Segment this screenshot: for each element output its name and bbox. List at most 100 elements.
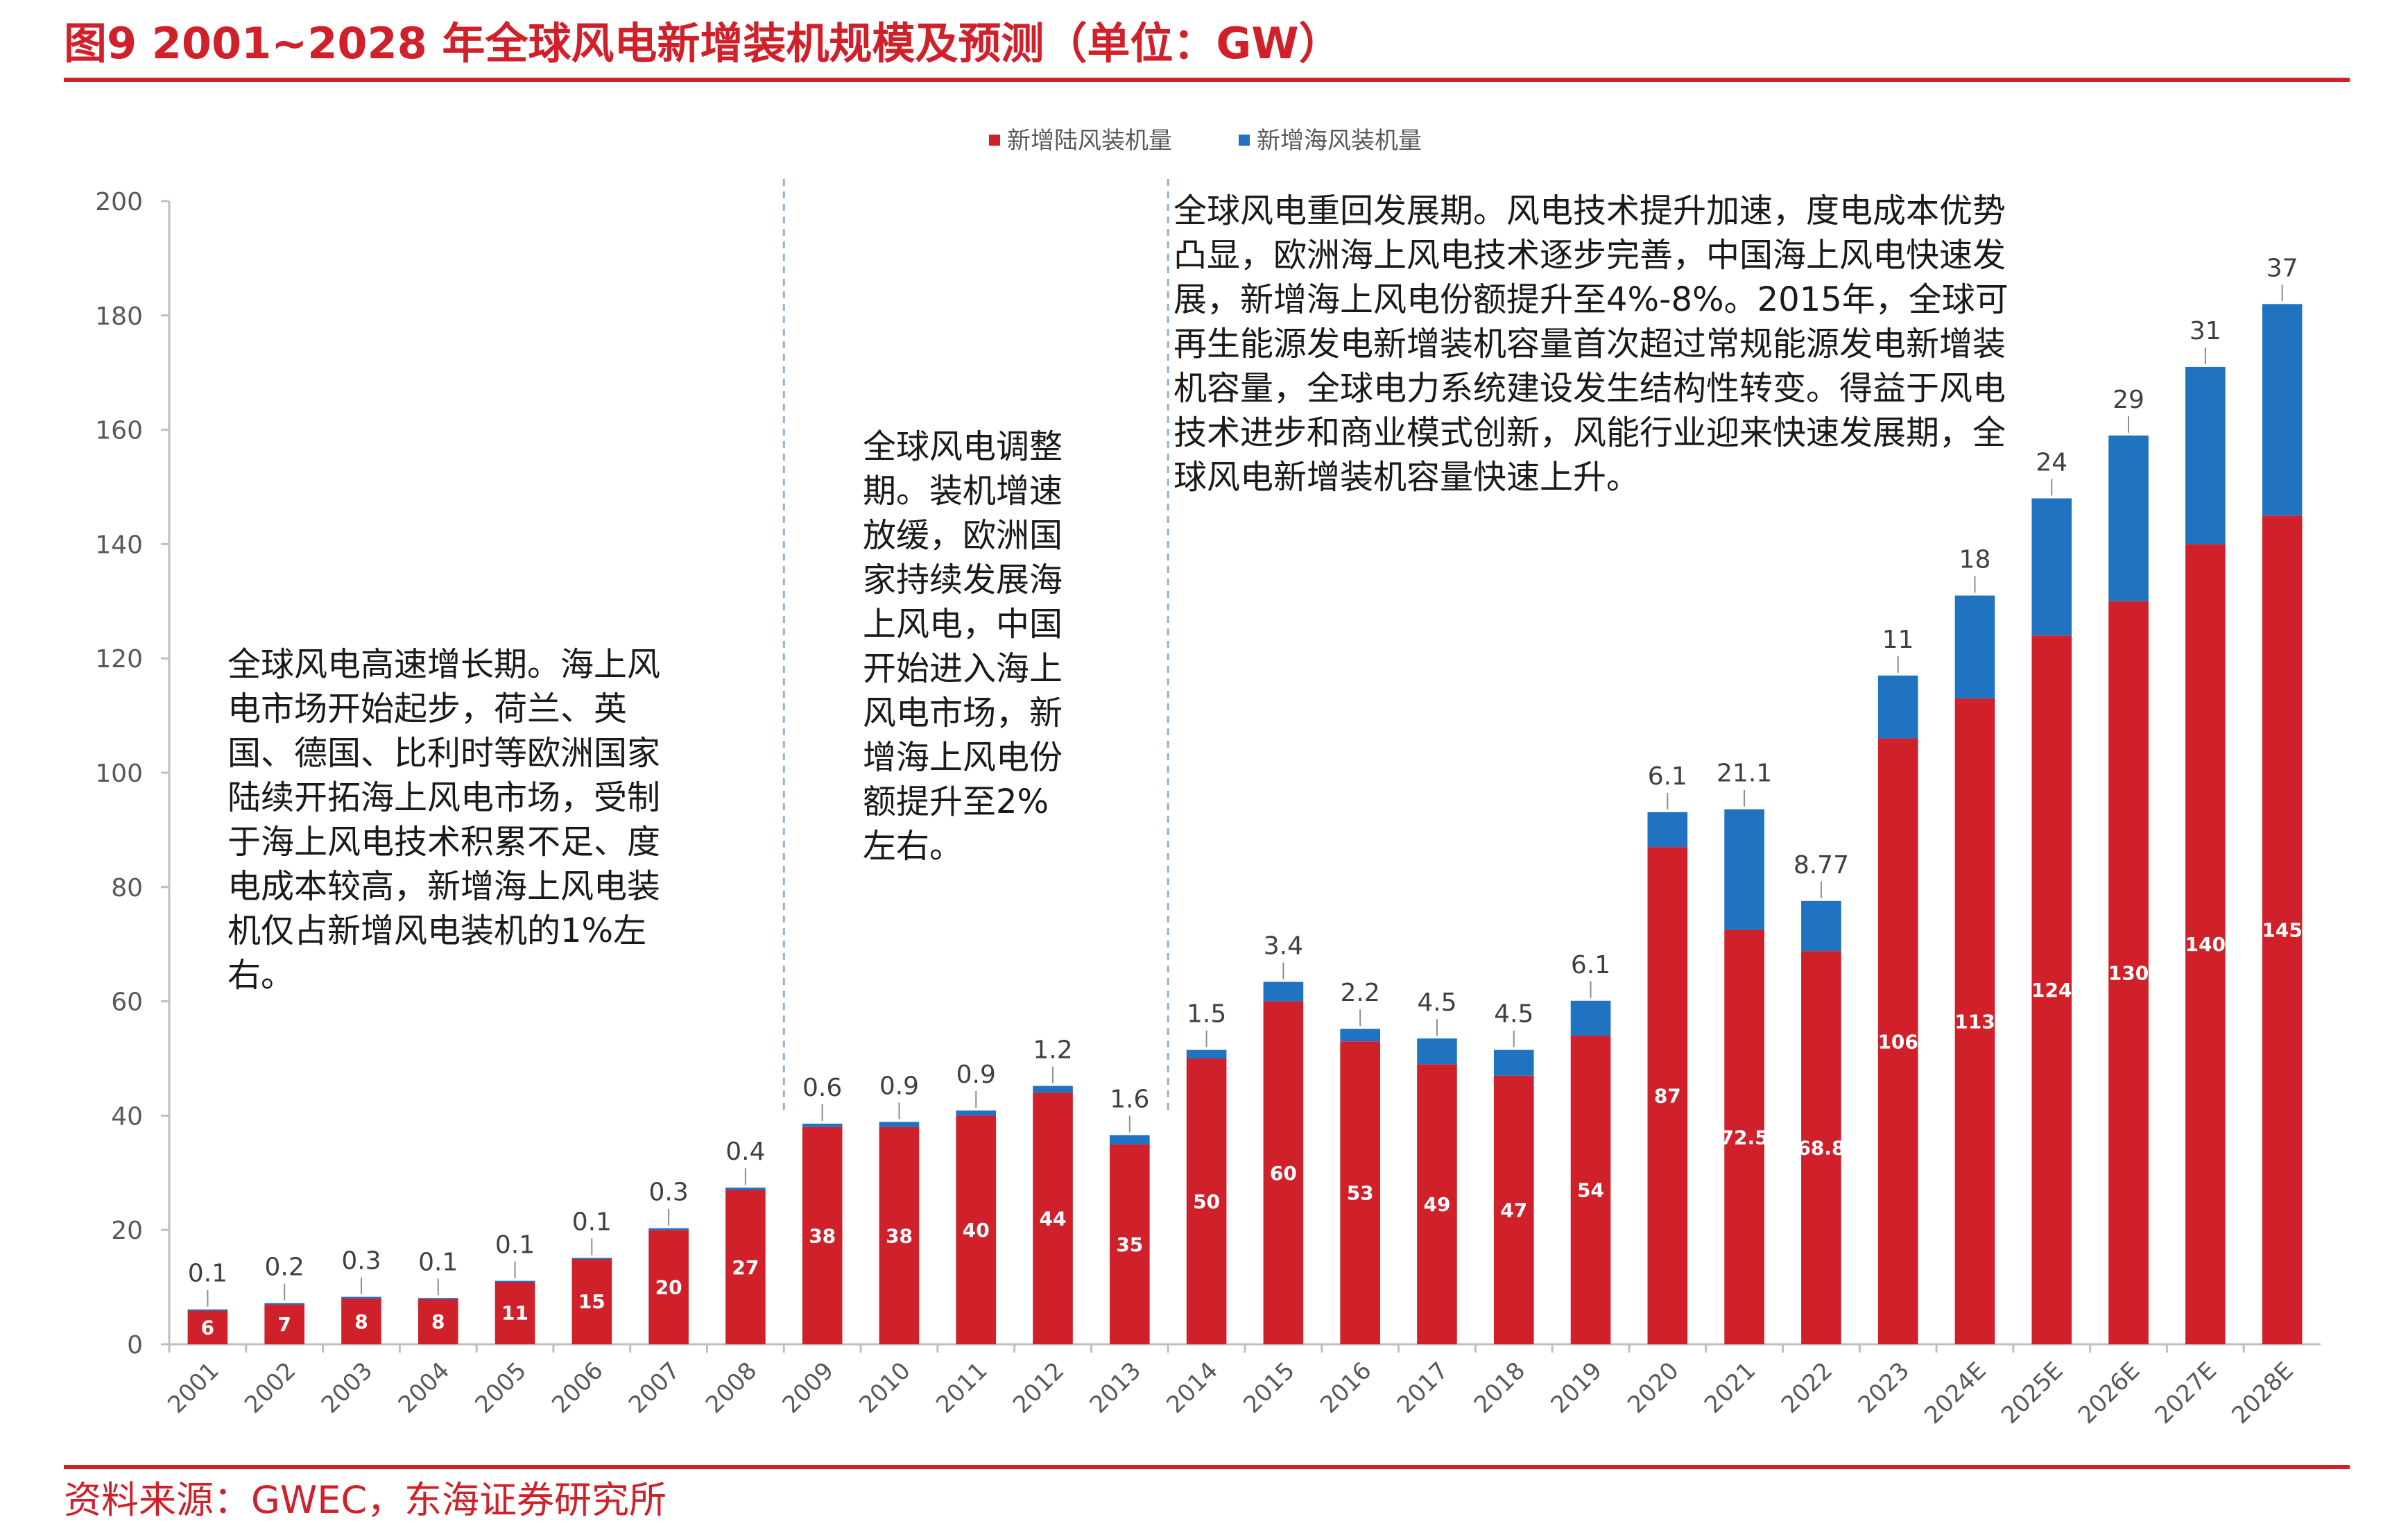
bar-offshore bbox=[1110, 1135, 1150, 1144]
data-label-offshore: 21.1 bbox=[1717, 760, 1772, 788]
data-label-onshore: 130 bbox=[2108, 961, 2149, 984]
bar-onshore bbox=[648, 1230, 689, 1344]
x-tick-label: 2017 bbox=[1392, 1357, 1454, 1418]
x-tick-label: 2022 bbox=[1776, 1357, 1838, 1418]
data-label-onshore: 54 bbox=[1577, 1179, 1604, 1202]
data-label-onshore: 38 bbox=[886, 1224, 913, 1247]
x-tick-label: 2021 bbox=[1699, 1357, 1761, 1418]
data-label-offshore: 0.4 bbox=[725, 1138, 765, 1166]
bar-offshore bbox=[2108, 435, 2149, 601]
data-label-offshore: 31 bbox=[2190, 317, 2221, 345]
bar-onshore bbox=[1186, 1058, 1227, 1344]
y-tick-label: 40 bbox=[111, 1102, 143, 1131]
bars bbox=[187, 304, 2303, 1345]
bar-onshore bbox=[956, 1115, 997, 1344]
x-tick-label: 2016 bbox=[1315, 1357, 1377, 1418]
bar-onshore bbox=[187, 1310, 228, 1344]
data-label-offshore: 37 bbox=[2267, 254, 2298, 282]
data-label-offshore: 0.9 bbox=[956, 1061, 996, 1089]
data-label-onshore: 7 bbox=[277, 1313, 291, 1336]
data-label-onshore: 53 bbox=[1347, 1182, 1374, 1205]
data-label-offshore: 1.2 bbox=[1033, 1036, 1072, 1065]
y-tick-label: 100 bbox=[95, 760, 143, 788]
bar-offshore bbox=[879, 1122, 920, 1127]
annotation-high-growth: 全球风电高速增长期。海上风电市场开始起步，荷兰、英国、德国、比利时等欧洲国家陆续… bbox=[227, 645, 661, 995]
data-label-onshore: 27 bbox=[732, 1256, 759, 1279]
data-label-onshore: 145 bbox=[2262, 919, 2302, 942]
data-label-onshore: 8 bbox=[431, 1310, 445, 1333]
data-label-onshore: 72.5 bbox=[1721, 1126, 1769, 1149]
data-label-onshore: 60 bbox=[1270, 1162, 1297, 1185]
data-label-offshore: 0.1 bbox=[418, 1248, 458, 1276]
bar-offshore bbox=[1724, 809, 1764, 930]
data-label-onshore: 140 bbox=[2185, 933, 2226, 956]
x-tick-label: 2025E bbox=[1996, 1357, 2069, 1430]
bar-offshore bbox=[341, 1296, 381, 1299]
data-label-offshore: 24 bbox=[2036, 448, 2067, 477]
y-axis: 0 20 40 60 80 100 120 140 160 180 200 bbox=[95, 188, 171, 1360]
data-label-offshore: 6.1 bbox=[1571, 951, 1610, 979]
bar-offshore bbox=[725, 1188, 766, 1190]
chart-legend: 新增陆风装机量 新增海风装机量 bbox=[989, 127, 1422, 155]
data-label-offshore: 0.6 bbox=[802, 1074, 842, 1102]
bar-offshore bbox=[648, 1228, 689, 1231]
bar-onshore bbox=[725, 1190, 766, 1344]
bar-onshore bbox=[1417, 1064, 1457, 1344]
bar-onshore bbox=[1877, 738, 1918, 1344]
legend-label-offshore: 新增海风装机量 bbox=[1257, 127, 1422, 155]
x-tick-label: 2010 bbox=[854, 1357, 915, 1418]
bar-onshore bbox=[1954, 698, 1995, 1344]
bar-onshore bbox=[418, 1298, 458, 1344]
x-tick-label: 2015 bbox=[1238, 1357, 1300, 1418]
figure-title: 图9 2001~2028 年全球风电新增装机规模及预测（单位：GW） bbox=[64, 18, 1342, 69]
legend-swatch-offshore bbox=[1239, 135, 1250, 146]
data-label-offshore: 4.5 bbox=[1417, 988, 1456, 1017]
bar-offshore bbox=[1340, 1029, 1380, 1042]
x-tick-label: 2004 bbox=[393, 1357, 455, 1418]
x-tick-label: 2027E bbox=[2150, 1357, 2223, 1430]
legend-label-onshore: 新增陆风装机量 bbox=[1007, 127, 1172, 155]
bar-onshore bbox=[1110, 1144, 1150, 1344]
x-tick-label: 2028E bbox=[2226, 1357, 2299, 1430]
data-label-onshore: 124 bbox=[2031, 979, 2072, 1002]
data-label-onshore: 40 bbox=[963, 1219, 990, 1242]
bar-onshore bbox=[1493, 1075, 1534, 1344]
data-label-onshore: 11 bbox=[501, 1302, 528, 1325]
data-label-onshore: 38 bbox=[809, 1224, 836, 1247]
data-label-offshore: 1.5 bbox=[1187, 1000, 1226, 1029]
data-label-onshore: 50 bbox=[1193, 1190, 1220, 1213]
bar-offshore bbox=[2031, 498, 2072, 636]
legend-swatch-onshore bbox=[989, 135, 1000, 146]
bar-onshore bbox=[264, 1304, 304, 1344]
x-tick-label: 2006 bbox=[547, 1357, 608, 1418]
data-label-offshore: 0.9 bbox=[879, 1072, 919, 1100]
figure-source: 资料来源：GWEC，东海证券研究所 bbox=[64, 1478, 667, 1522]
x-tick-label: 2002 bbox=[239, 1357, 301, 1418]
bar-offshore bbox=[1877, 675, 1918, 739]
title-rule bbox=[64, 78, 2350, 82]
y-tick-label: 0 bbox=[127, 1331, 143, 1360]
bar-offshore bbox=[1186, 1049, 1227, 1058]
bar-onshore bbox=[1647, 847, 1688, 1344]
bar-offshore bbox=[418, 1298, 458, 1300]
data-label-offshore: 4.5 bbox=[1494, 1000, 1533, 1029]
data-label-offshore: 8.77 bbox=[1794, 851, 1849, 880]
bar-onshore bbox=[1033, 1092, 1073, 1344]
x-tick-label: 2009 bbox=[777, 1357, 839, 1418]
data-label-offshore: 6.1 bbox=[1648, 762, 1687, 791]
data-label-onshore: 49 bbox=[1423, 1193, 1450, 1216]
period-dividers bbox=[782, 179, 1169, 1110]
data-label-offshore: 0.3 bbox=[648, 1178, 688, 1207]
bar-offshore bbox=[1493, 1049, 1534, 1076]
bar-offshore bbox=[495, 1280, 535, 1283]
bar-offshore bbox=[1801, 900, 1841, 952]
x-tick-label: 2003 bbox=[316, 1357, 378, 1418]
y-tick-label: 20 bbox=[111, 1217, 143, 1245]
bar-offshore bbox=[1647, 812, 1688, 848]
x-tick-label: 2013 bbox=[1085, 1357, 1146, 1418]
bar-onshore bbox=[2262, 515, 2303, 1345]
bar-offshore bbox=[1954, 595, 1995, 698]
x-tick-label: 2019 bbox=[1545, 1357, 1607, 1418]
bar-onshore bbox=[341, 1298, 381, 1344]
data-label-onshore: 44 bbox=[1040, 1208, 1067, 1231]
